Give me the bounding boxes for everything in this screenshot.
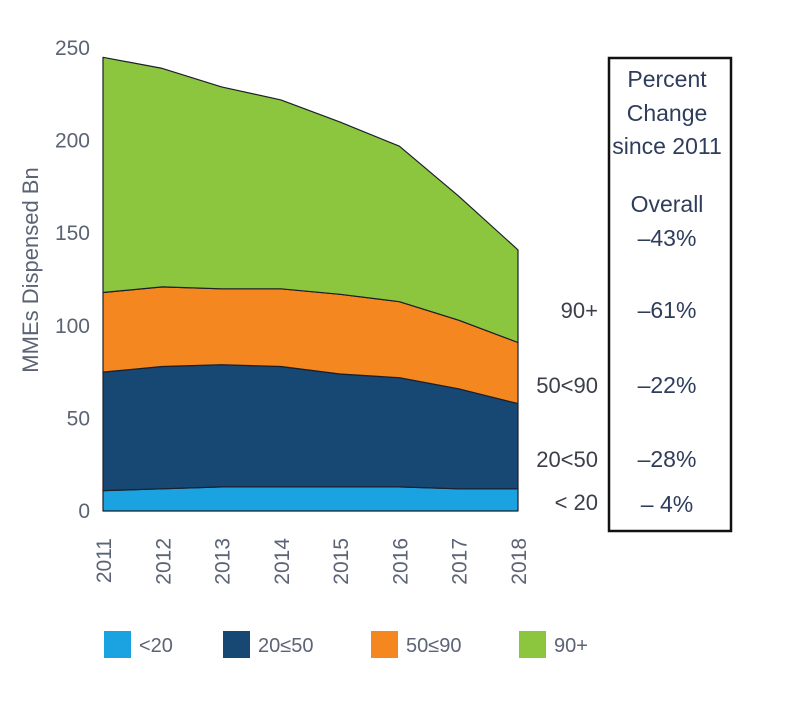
y-tick-label: 50 (67, 407, 90, 430)
x-tick-label: 2014 (271, 538, 294, 585)
areas (102, 56, 519, 512)
x-tick-label: 2016 (389, 538, 412, 585)
x-tick-label: 2012 (152, 538, 175, 585)
x-axis-ticks: 2011 2012 2013 2014 2015 2016 2017 2018 (93, 538, 531, 585)
percent-change-box: Percent Change since 2011 Overall –43% –… (607, 56, 733, 533)
percent-change-box-border (607, 56, 733, 533)
band-label-50-90: 50<90 (536, 373, 598, 398)
legend-swatch (223, 631, 250, 658)
legend-swatch (371, 631, 398, 658)
band-label-90plus: 90+ (561, 298, 598, 323)
box-title-line-2: Change (627, 100, 708, 126)
legend-label: 90+ (554, 635, 588, 657)
area-series-0 (102, 486, 519, 512)
x-tick-label: 2017 (449, 538, 472, 585)
x-tick-label: 2013 (212, 538, 235, 585)
box-title-line-3: since 2011 (612, 133, 722, 159)
box-value-90plus: –61% (638, 297, 697, 323)
y-tick-label: 250 (55, 37, 90, 60)
legend-swatch (104, 631, 131, 658)
legend-label: 20≤50 (258, 635, 313, 657)
legend-label: <20 (139, 635, 173, 657)
x-tick-label: 2018 (508, 538, 531, 585)
y-axis-ticks: 0 50 100 150 200 250 (55, 37, 90, 523)
area-series-3 (102, 56, 519, 344)
legend: <20 20≤50 50≤90 90+ (104, 631, 588, 658)
x-tick-label: 2011 (93, 538, 116, 583)
x-tick-label: 2015 (330, 538, 353, 585)
band-label-20-50: 20<50 (536, 447, 598, 472)
band-label-under20: < 20 (555, 490, 598, 515)
y-tick-label: 100 (55, 315, 90, 338)
box-title-line-1: Percent (627, 66, 707, 92)
band-labels: 90+ 50<90 20<50 < 20 (536, 298, 598, 515)
legend-label: 50≤90 (406, 635, 461, 657)
box-overall-value: –43% (638, 225, 697, 251)
y-tick-label: 200 (55, 130, 90, 153)
box-value-50-90: –22% (638, 372, 697, 398)
y-tick-label: 150 (55, 222, 90, 245)
box-value-under20: – 4% (641, 491, 693, 517)
legend-swatch (519, 631, 546, 658)
y-tick-label: 0 (78, 500, 90, 523)
y-axis-title: MMEs Dispensed Bn (18, 167, 43, 372)
box-overall-label: Overall (631, 191, 704, 217)
box-value-20-50: –28% (638, 446, 697, 472)
